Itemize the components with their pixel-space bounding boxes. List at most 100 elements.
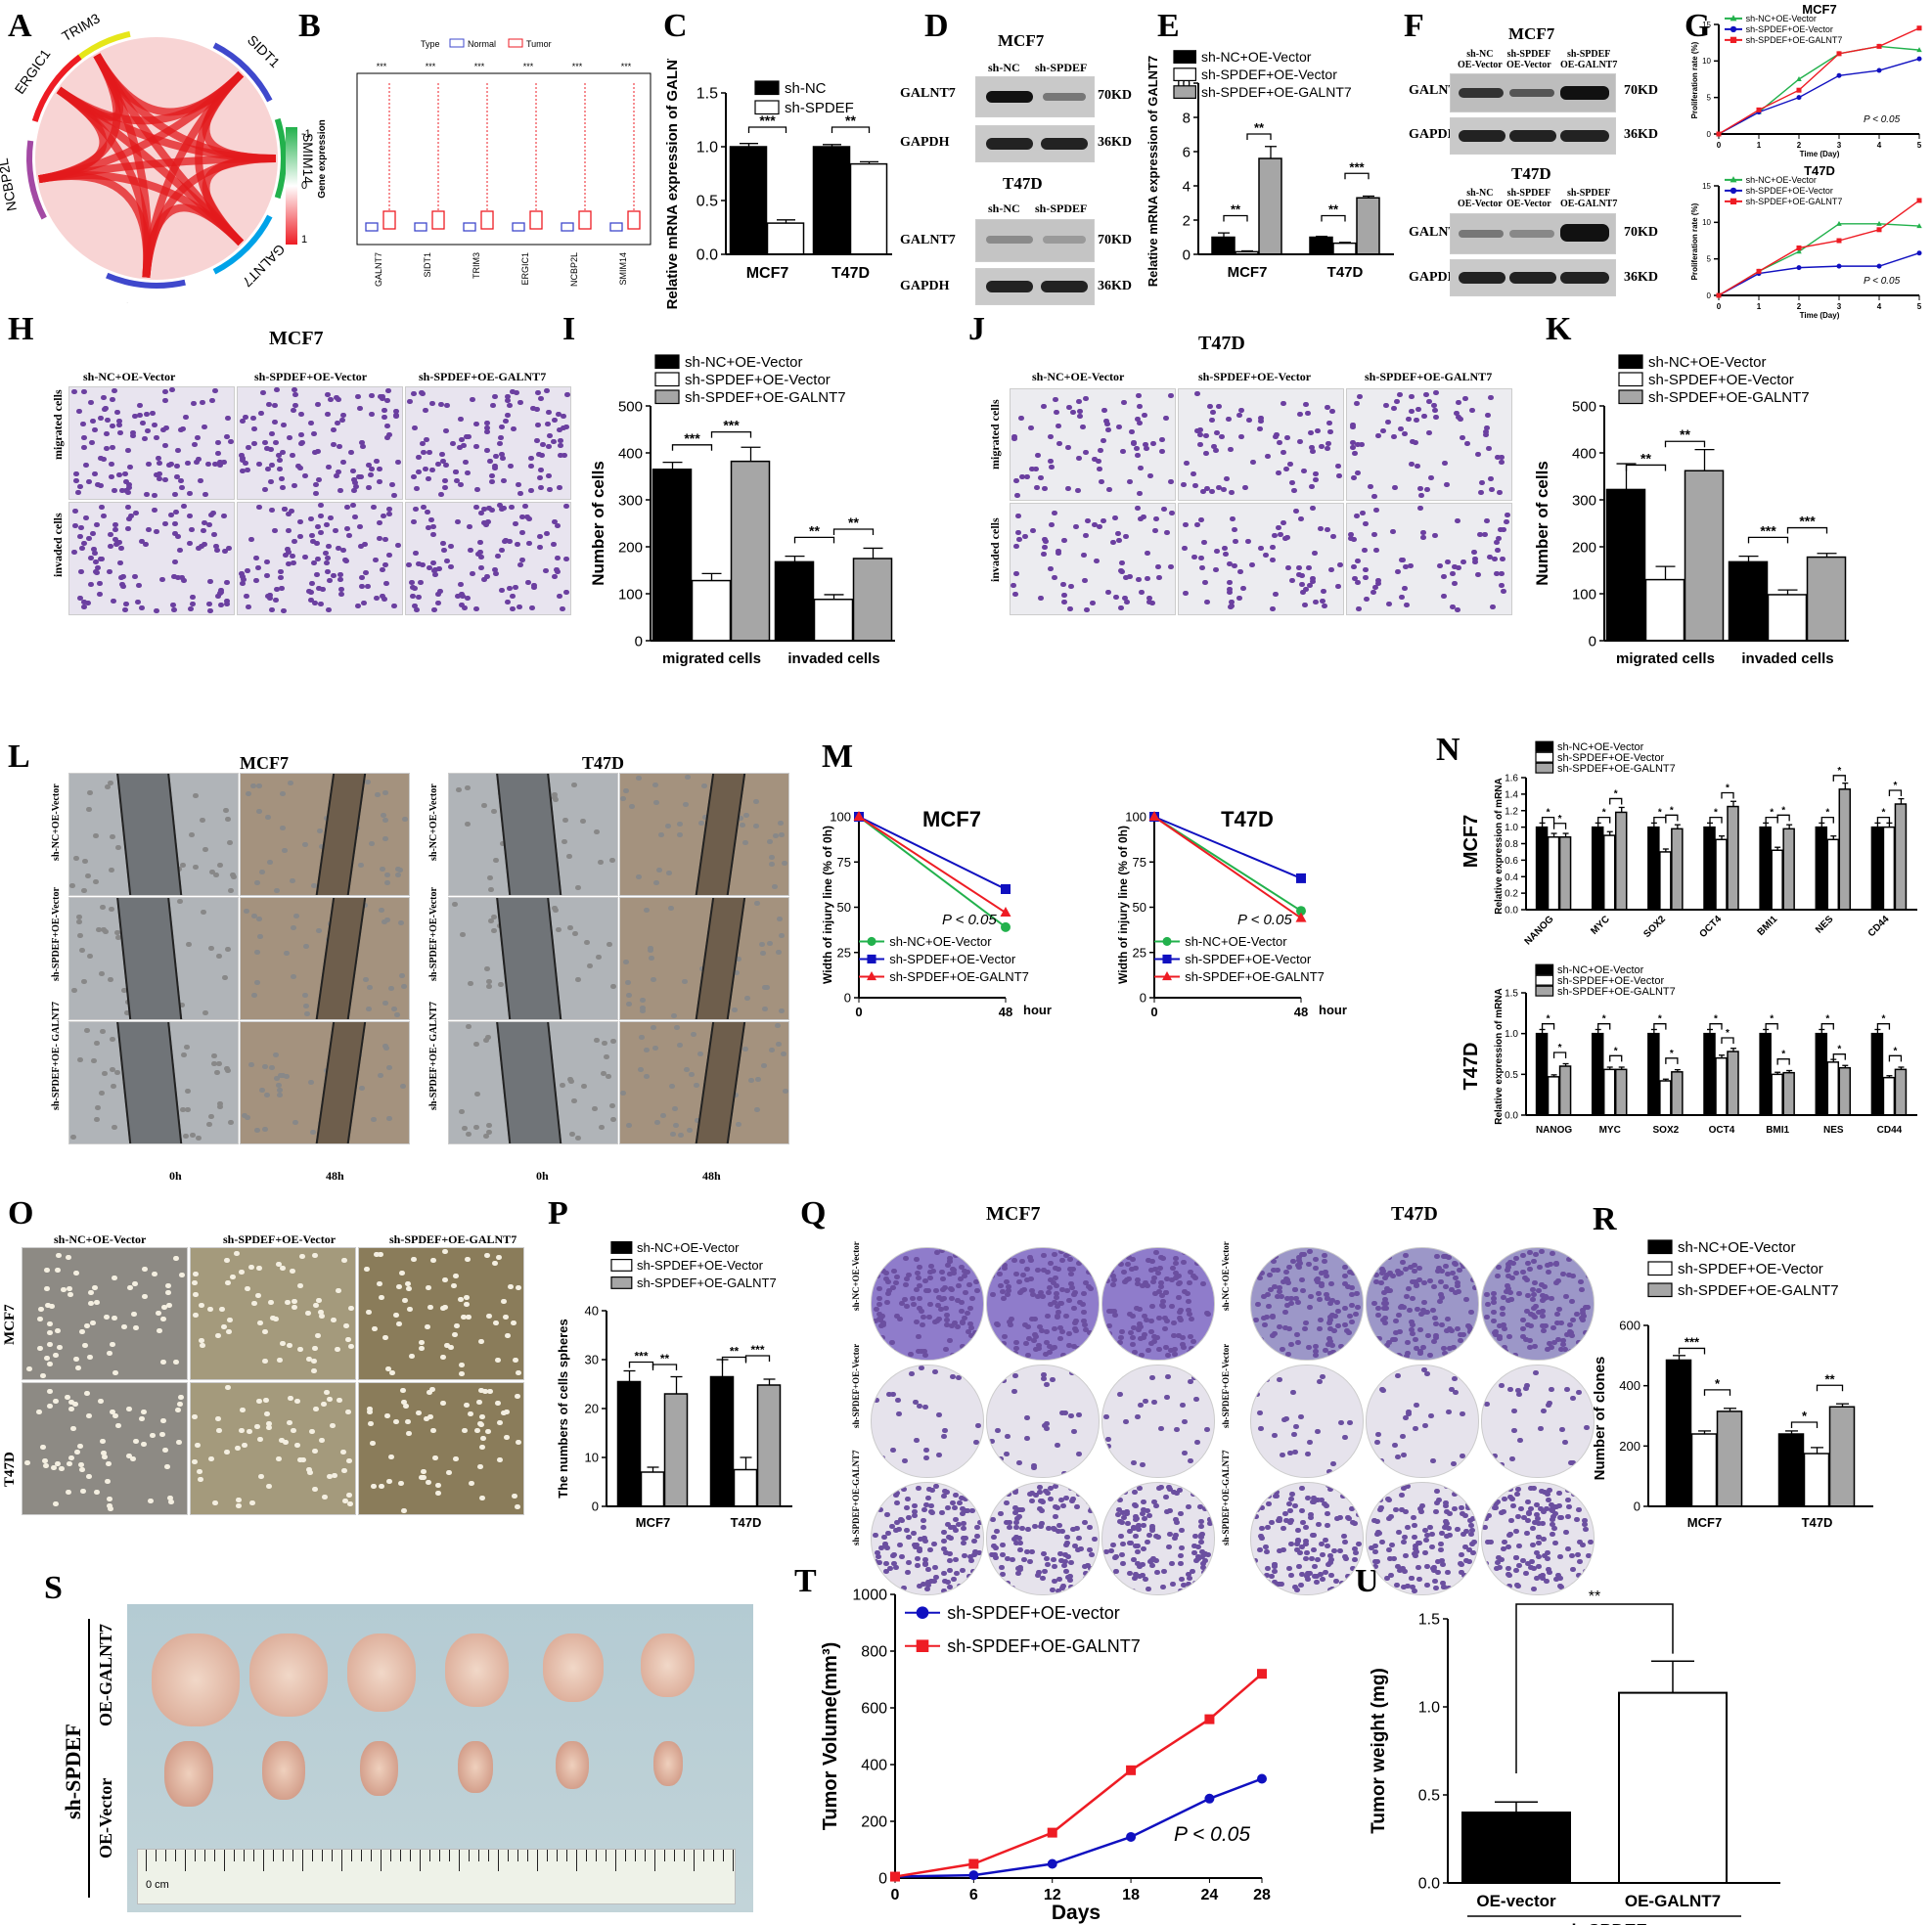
cell-dot — [126, 465, 133, 470]
cell-dot — [1464, 1581, 1471, 1587]
cell-dot — [264, 560, 270, 565]
ruler-tick — [332, 1850, 333, 1861]
cell-dot — [1161, 1569, 1168, 1575]
tumor — [164, 1741, 213, 1807]
cell-dot — [554, 523, 561, 529]
cell-dot — [1152, 516, 1159, 522]
cell-dot — [186, 941, 193, 947]
cell-dot — [308, 1080, 315, 1086]
bar — [1767, 594, 1808, 642]
cell-dot — [933, 1574, 940, 1580]
significance-bracket — [1664, 440, 1706, 448]
bar — [1894, 1068, 1908, 1116]
ruler-tick — [547, 1850, 548, 1861]
cell-dot — [1270, 1268, 1277, 1274]
cell-dot — [1133, 1306, 1140, 1312]
y-tick-label: 1.4 — [1505, 789, 1518, 800]
ruler-tick — [684, 1850, 685, 1861]
cell-dot — [1087, 1525, 1094, 1531]
cell-dot — [190, 1133, 197, 1139]
cell-dot — [1327, 1326, 1334, 1332]
cell-dot — [176, 548, 183, 554]
cell-dot — [1443, 1523, 1450, 1529]
cell-dot — [268, 606, 275, 612]
cell-dot — [966, 1553, 973, 1559]
cell-dot — [470, 570, 476, 576]
cell-dot — [1431, 1284, 1438, 1290]
cell-dot — [96, 581, 103, 587]
cell-dot — [1330, 534, 1337, 540]
cell-dot — [1374, 1313, 1381, 1319]
cell-dot — [1139, 1352, 1146, 1358]
cell-dot — [279, 825, 286, 830]
cell-dot — [1356, 394, 1363, 400]
cell-dot — [112, 1412, 119, 1418]
cell-dot — [643, 908, 650, 914]
lane-label: sh-SPDEF OE-GALNT7 — [1560, 188, 1618, 209]
cell-dot — [1342, 1264, 1349, 1270]
cell-dot — [55, 1252, 62, 1258]
cell-dot — [948, 1536, 955, 1542]
cell-dot — [1412, 1269, 1418, 1275]
cell-dot — [1032, 1331, 1039, 1337]
cell-dot — [73, 470, 80, 476]
cell-dot — [1315, 1498, 1322, 1503]
cell-dot — [1467, 1523, 1474, 1529]
legend-tick-A: 1 — [301, 234, 307, 246]
colony-well — [1101, 1365, 1215, 1478]
cell-dot — [1583, 1568, 1590, 1574]
cell-dot — [682, 978, 689, 984]
cell-dot — [1259, 1536, 1266, 1542]
significance-label: * — [1770, 1014, 1774, 1025]
cell-dot — [736, 957, 742, 962]
cell-dot — [1460, 1573, 1467, 1579]
cell-dot — [246, 1429, 252, 1435]
cell-dot — [1323, 1538, 1329, 1544]
row-label: sh-NC+OE-Vector — [1221, 1241, 1231, 1311]
cell-dot — [497, 441, 504, 447]
cell-dot — [430, 1258, 437, 1264]
ruler-tick — [654, 1850, 655, 1871]
cell-dot — [216, 460, 223, 466]
cell-dot — [1119, 1509, 1126, 1515]
cell-dot — [1126, 1254, 1133, 1260]
cell-dot — [1409, 1322, 1415, 1328]
cell-dot — [1016, 1506, 1023, 1512]
cell-dot — [1319, 1576, 1325, 1582]
cell-dot — [90, 1058, 97, 1064]
cell-dot — [1555, 1337, 1562, 1343]
cell-dot — [959, 1321, 966, 1326]
y-tick-label: 25 — [1133, 945, 1146, 960]
cell-dot — [312, 481, 319, 487]
cell-dot — [1415, 1265, 1422, 1271]
x-tick-label: 12 — [1044, 1887, 1061, 1903]
cell-dot — [221, 459, 228, 465]
cell-dot — [1286, 1450, 1293, 1455]
cell-dot — [205, 522, 212, 528]
cell-dot — [1309, 578, 1316, 584]
y-tick-label: 0.0 — [1418, 1876, 1440, 1893]
ruler-tick — [469, 1850, 470, 1861]
cell-dot — [450, 440, 457, 446]
cell-dot — [1336, 1514, 1343, 1520]
series-line — [894, 1777, 1263, 1878]
cell-dot — [1051, 1299, 1057, 1305]
cell-dot — [1203, 486, 1210, 492]
cell-dot — [458, 436, 465, 442]
cell-dot — [477, 540, 484, 546]
cell-dot — [1325, 1342, 1331, 1348]
cell-dot — [1292, 1295, 1299, 1301]
cell-dot — [735, 1121, 741, 1127]
cell-dot — [1058, 1585, 1065, 1590]
x-tick-label: migrated cells — [1616, 650, 1715, 667]
cell-dot — [47, 1362, 54, 1367]
data-point — [1000, 907, 1011, 918]
cell-dot — [73, 1450, 80, 1455]
cell-dot — [1454, 1326, 1460, 1332]
significance-label: * — [1825, 1014, 1829, 1025]
cell-dot — [1449, 604, 1456, 610]
cell-dot — [1024, 1527, 1031, 1533]
cell-dot — [875, 1484, 881, 1490]
ruler-tick — [214, 1850, 215, 1861]
chord-link — [38, 86, 108, 184]
